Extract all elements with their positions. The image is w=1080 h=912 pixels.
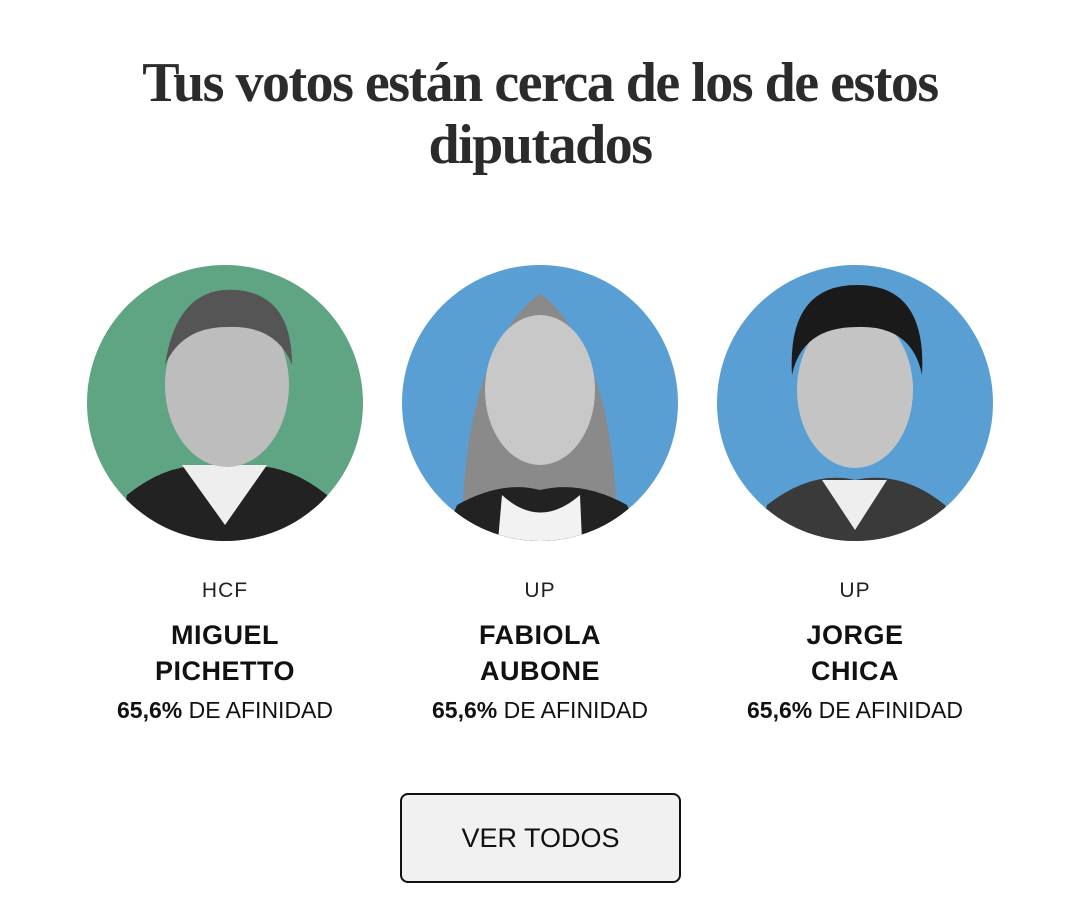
affinity-value: 65,6% <box>116 697 183 723</box>
party: UP <box>839 579 871 602</box>
view-all-button[interactable]: VER TODOS <box>400 793 681 883</box>
portrait <box>87 265 363 541</box>
portrait <box>717 265 993 541</box>
name: MIGUEL PICHETTO <box>154 620 295 686</box>
portrait <box>402 265 678 541</box>
card: HCF MIGUEL PICHETTO 65,6% DE AFINIDAD <box>75 265 375 724</box>
name: JORGE CHICA <box>806 620 904 686</box>
affinity: 65,6% DE AFINIDAD <box>75 697 375 724</box>
affinity-label: DE AFINIDAD <box>503 697 649 723</box>
affinity-label: DE AFINIDAD <box>818 697 964 723</box>
affinity-value: 65,6% <box>746 697 813 723</box>
title: Tus votos están cerca de los de estos di… <box>142 52 939 176</box>
party: UP <box>524 579 556 602</box>
card: UP FABIOLA AUBONE 65,6% DE AFINIDAD <box>390 265 690 724</box>
party: HCF <box>201 579 249 602</box>
affinity-label: DE AFINIDAD <box>188 697 334 723</box>
affinity: 65,6% DE AFINIDAD <box>705 697 1005 724</box>
affinity: 65,6% DE AFINIDAD <box>390 697 690 724</box>
affinity-value: 65,6% <box>431 697 498 723</box>
name: FABIOLA AUBONE <box>479 620 601 686</box>
card: UP JORGE CHICA 65,6% DE AFINIDAD <box>705 265 1005 724</box>
